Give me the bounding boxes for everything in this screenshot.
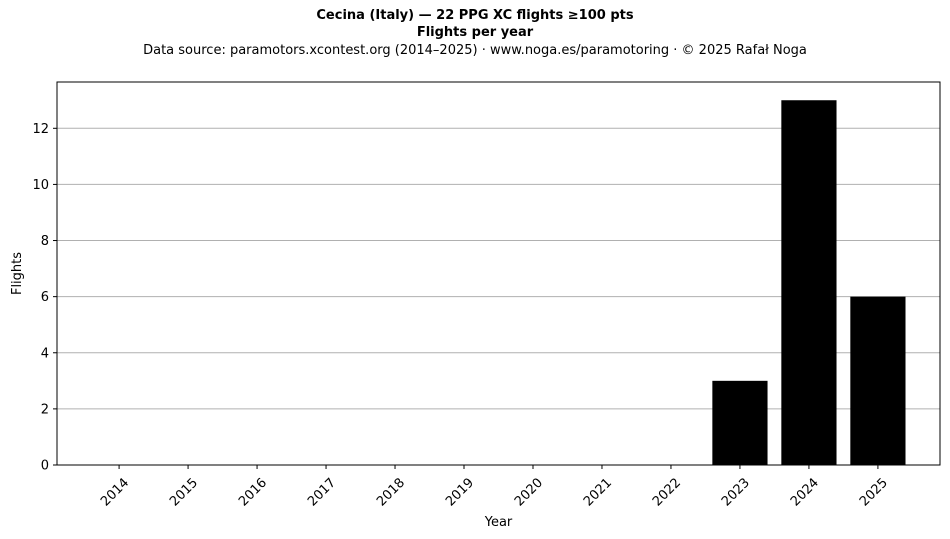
x-tick-label: 2024 xyxy=(788,475,822,509)
y-tick-label: 2 xyxy=(41,402,49,417)
x-tick-label: 2019 xyxy=(443,475,477,509)
y-axis-ticks: 0 2 4 6 8 10 12 xyxy=(32,122,57,474)
x-tick-label: 2021 xyxy=(581,475,615,509)
y-tick-label: 4 xyxy=(41,346,49,361)
plot-frame xyxy=(56,81,941,466)
x-tick-label: 2022 xyxy=(650,475,684,509)
y-tick-label: 8 xyxy=(41,234,49,249)
x-tick-label: 2015 xyxy=(167,475,201,509)
y-axis-label: Flights xyxy=(10,252,25,295)
x-tick-label: 2023 xyxy=(719,475,753,509)
x-tick-label: 2016 xyxy=(236,475,270,509)
bars xyxy=(712,100,906,465)
x-tick-label: 2020 xyxy=(512,475,546,509)
bar-2024 xyxy=(781,100,837,465)
x-tick-label: 2014 xyxy=(98,475,132,509)
chart-title: Cecina (Italy) — 22 PPG XC flights ≥100 … xyxy=(316,8,634,23)
x-tick-label: 2025 xyxy=(857,475,891,509)
data-source-line: Data source: paramotors.xcontest.org (20… xyxy=(143,43,807,58)
y-tick-label: 0 xyxy=(41,459,49,474)
chart-subtitle: Flights per year xyxy=(416,25,534,40)
x-axis-label: Year xyxy=(484,515,513,530)
x-tick-label: 2018 xyxy=(374,475,408,509)
bar-2025 xyxy=(850,296,906,465)
x-axis-ticks: 2014 2015 2016 2017 2018 2019 2020 2021 2022 2023… xyxy=(98,465,891,509)
y-tick-label: 10 xyxy=(32,178,49,193)
y-tick-label: 12 xyxy=(32,122,49,137)
y-tick-label: 6 xyxy=(41,290,49,305)
bar-2023 xyxy=(712,380,768,465)
x-tick-label: 2017 xyxy=(305,475,339,509)
